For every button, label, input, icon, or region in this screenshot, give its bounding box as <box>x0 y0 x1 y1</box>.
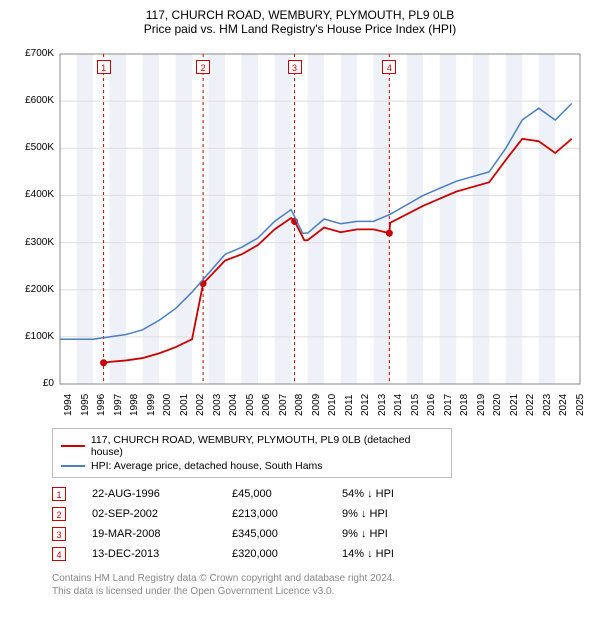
x-tick-label: 2006 <box>261 394 272 416</box>
sale-row-delta: 9% ↓ HPI <box>342 528 452 540</box>
sale-row-delta: 14% ↓ HPI <box>342 548 452 560</box>
x-tick-label: 2022 <box>525 394 536 416</box>
legend-label: HPI: Average price, detached house, Sout… <box>91 460 323 472</box>
x-tick-label: 2009 <box>311 394 322 416</box>
sale-row-date: 22-AUG-1996 <box>92 488 232 500</box>
sale-marker-2: 2 <box>196 60 210 74</box>
sale-row-price: £320,000 <box>232 548 342 560</box>
legend-label: 117, CHURCH ROAD, WEMBURY, PLYMOUTH, PL9… <box>91 434 443 458</box>
x-tick-label: 2020 <box>492 394 503 416</box>
x-tick-label: 2011 <box>344 394 355 416</box>
footer-line-2: This data is licensed under the Open Gov… <box>52 585 588 598</box>
sale-marker-3: 3 <box>288 60 302 74</box>
x-tick-label: 2005 <box>245 394 256 416</box>
x-tick-label: 1994 <box>63 394 74 416</box>
x-tick-label: 2007 <box>278 394 289 416</box>
legend-item: HPI: Average price, detached house, Sout… <box>61 459 443 473</box>
sales-table: 1 22-AUG-1996£45,00054% ↓ HPI 2 02-SEP-2002… <box>52 484 552 564</box>
x-tick-label: 2024 <box>558 394 569 416</box>
sale-row: 1 22-AUG-1996£45,00054% ↓ HPI <box>52 484 552 504</box>
sale-row-delta: 54% ↓ HPI <box>342 488 452 500</box>
legend-swatch <box>61 445 85 447</box>
sale-row-price: £345,000 <box>232 528 342 540</box>
sale-marker-4: 4 <box>382 60 396 74</box>
y-tick-label: £700K <box>14 48 54 59</box>
sale-row-delta: 9% ↓ HPI <box>342 508 452 520</box>
x-tick-label: 2000 <box>162 394 173 416</box>
x-tick-label: 1997 <box>113 394 124 416</box>
legend-item: 117, CHURCH ROAD, WEMBURY, PLYMOUTH, PL9… <box>61 433 443 459</box>
x-tick-label: 1999 <box>146 394 157 416</box>
x-tick-label: 2021 <box>509 394 520 416</box>
sale-row-price: £45,000 <box>232 488 342 500</box>
x-tick-label: 2025 <box>575 394 586 416</box>
sale-row-date: 19-MAR-2008 <box>92 528 232 540</box>
x-tick-label: 2003 <box>212 394 223 416</box>
y-tick-label: £300K <box>14 237 54 248</box>
chart-subtitle: Price paid vs. HM Land Registry's House … <box>12 22 588 36</box>
x-tick-label: 2016 <box>426 394 437 416</box>
y-tick-label: £100K <box>14 331 54 342</box>
x-tick-label: 1996 <box>96 394 107 416</box>
x-tick-label: 1998 <box>129 394 140 416</box>
sale-row: 3 19-MAR-2008£345,0009% ↓ HPI <box>52 524 552 544</box>
y-tick-label: £400K <box>14 189 54 200</box>
sale-row-price: £213,000 <box>232 508 342 520</box>
x-tick-label: 2002 <box>195 394 206 416</box>
y-tick-label: £600K <box>14 95 54 106</box>
chart-svg <box>12 42 588 418</box>
x-tick-label: 2013 <box>377 394 388 416</box>
x-tick-label: 2017 <box>443 394 454 416</box>
x-tick-label: 2001 <box>179 394 190 416</box>
legend: 117, CHURCH ROAD, WEMBURY, PLYMOUTH, PL9… <box>52 428 452 478</box>
x-tick-label: 2019 <box>476 394 487 416</box>
sale-row-marker: 3 <box>52 527 66 541</box>
x-tick-label: 2023 <box>542 394 553 416</box>
x-tick-label: 2012 <box>360 394 371 416</box>
chart-area: 1 2 3 4 £0 £100K £200K £300K £400K £500K £600K £700… <box>12 42 588 418</box>
sale-row-marker: 1 <box>52 487 66 501</box>
x-tick-label: 2014 <box>393 394 404 416</box>
x-tick-label: 2018 <box>459 394 470 416</box>
legend-swatch <box>61 465 85 467</box>
x-tick-label: 2008 <box>294 394 305 416</box>
x-tick-label: 2004 <box>228 394 239 416</box>
sale-row-date: 02-SEP-2002 <box>92 508 232 520</box>
footer-attribution: Contains HM Land Registry data © Crown c… <box>52 572 588 598</box>
x-tick-label: 2015 <box>410 394 421 416</box>
sale-row-date: 13-DEC-2013 <box>92 548 232 560</box>
sale-row-marker: 2 <box>52 507 66 521</box>
sale-marker-1: 1 <box>97 60 111 74</box>
x-tick-label: 2010 <box>327 394 338 416</box>
y-tick-label: £0 <box>14 378 54 389</box>
chart-title: 117, CHURCH ROAD, WEMBURY, PLYMOUTH, PL9… <box>12 8 588 22</box>
y-tick-label: £500K <box>14 142 54 153</box>
sale-row: 2 02-SEP-2002£213,0009% ↓ HPI <box>52 504 552 524</box>
x-tick-label: 1995 <box>80 394 91 416</box>
sale-row: 4 13-DEC-2013£320,00014% ↓ HPI <box>52 544 552 564</box>
sale-row-marker: 4 <box>52 547 66 561</box>
footer-line-1: Contains HM Land Registry data © Crown c… <box>52 572 588 585</box>
y-tick-label: £200K <box>14 284 54 295</box>
